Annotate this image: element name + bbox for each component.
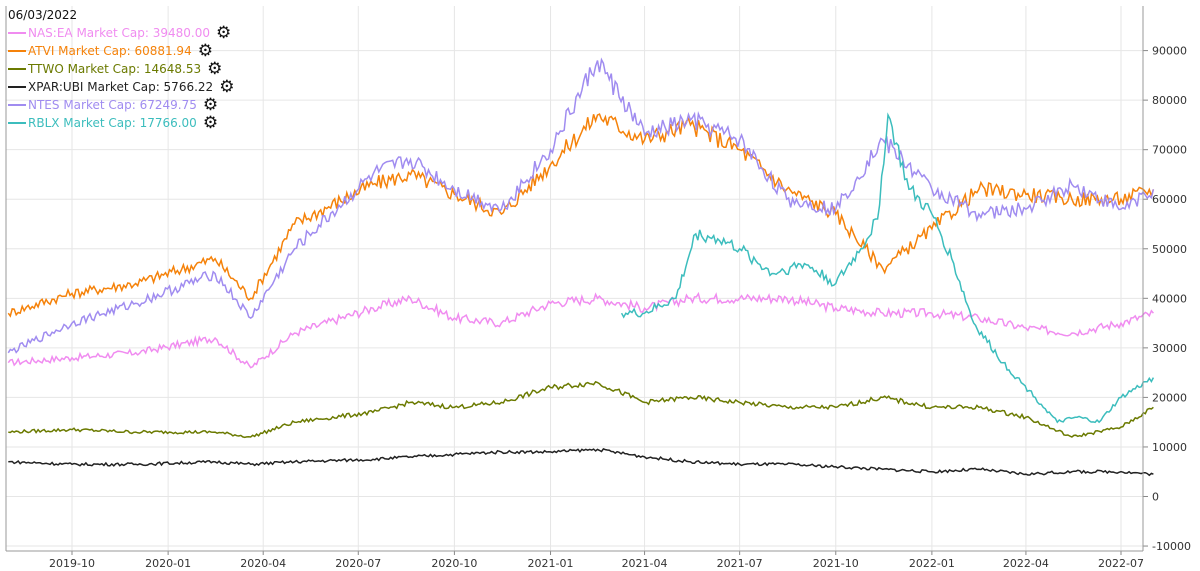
gear-icon[interactable]: ⚙ xyxy=(215,23,232,43)
y-tick-label: 50000 xyxy=(1152,243,1187,256)
legend-label: NTES Market Cap: 67249.75 xyxy=(28,98,197,112)
legend-label: TTWO Market Cap: 14648.53 xyxy=(28,62,202,76)
y-tick-label: 60000 xyxy=(1152,193,1187,206)
legend-item: ATVI Market Cap: 60881.94 ⚙ xyxy=(8,42,234,60)
x-tick-label: 2020-07 xyxy=(335,557,381,570)
x-tick-label: 2021-01 xyxy=(528,557,574,570)
y-tick-label: 80000 xyxy=(1152,94,1187,107)
legend-label: XPAR:UBI Market Cap: 5766.22 xyxy=(28,80,214,94)
gear-icon[interactable]: ⚙ xyxy=(219,77,235,97)
y-tick-label: 20000 xyxy=(1152,391,1187,404)
legend-swatch xyxy=(8,122,26,124)
legend-item: TTWO Market Cap: 14648.53 ⚙ xyxy=(8,60,234,78)
gear-icon[interactable]: ⚙ xyxy=(202,113,219,133)
y-tick-label: 30000 xyxy=(1152,342,1187,355)
legend-swatch xyxy=(8,104,26,106)
y-tick-label: 0 xyxy=(1152,491,1159,504)
legend-label: NAS:EA Market Cap: 39480.00 xyxy=(28,26,210,40)
y-tick-label: 70000 xyxy=(1152,144,1187,157)
legend-item: NTES Market Cap: 67249.75 ⚙ xyxy=(8,96,234,114)
series-line-rblx xyxy=(620,112,1155,424)
x-tick-label: 2022-01 xyxy=(909,557,955,570)
axes: -10000 0 10000 20000 30000 40000 50000 60000 700… xyxy=(5,6,1191,570)
x-tick-label: 2021-07 xyxy=(717,557,763,570)
legend-swatch xyxy=(8,86,26,88)
legend-swatch xyxy=(8,32,26,34)
gear-icon[interactable]: ⚙ xyxy=(207,59,223,79)
y-tick-label: 40000 xyxy=(1152,292,1187,305)
gear-icon[interactable]: ⚙ xyxy=(197,41,213,61)
gear-icon[interactable]: ⚙ xyxy=(202,95,219,115)
x-tick-label: 2022-07 xyxy=(1098,557,1144,570)
series-line-ttwo xyxy=(8,380,1154,439)
series-line-xpar-ubi xyxy=(8,448,1154,477)
y-tick-label: -10000 xyxy=(1152,540,1191,553)
series-line-nas-ea xyxy=(7,291,1154,369)
legend-label: ATVI Market Cap: 60881.94 xyxy=(28,44,192,58)
y-tick-label: 90000 xyxy=(1152,45,1187,58)
x-tick-label: 2021-04 xyxy=(622,557,668,570)
legend-swatch xyxy=(8,68,26,70)
legend-item: RBLX Market Cap: 17766.00 ⚙ xyxy=(8,114,234,132)
x-tick-label: 2021-10 xyxy=(813,557,859,570)
x-tick-label: 2022-04 xyxy=(1003,557,1049,570)
legend-date: 06/03/2022 xyxy=(8,8,78,22)
legend-swatch xyxy=(8,50,26,52)
legend-rows: NAS:EA Market Cap: 39480.00 ⚙ ATVI Market … xyxy=(8,24,234,132)
legend-item: NAS:EA Market Cap: 39480.00 ⚙ xyxy=(8,24,234,42)
legend: 06/03/2022 NAS:EA Market Cap: 39480.00 ⚙ A… xyxy=(8,6,234,132)
x-tick-label: 2020-04 xyxy=(240,557,286,570)
x-tick-label: 2020-10 xyxy=(431,557,477,570)
x-tick-label: 2019-10 xyxy=(49,557,95,570)
x-tick-label: 2020-01 xyxy=(145,557,191,570)
legend-label: RBLX Market Cap: 17766.00 xyxy=(28,116,197,130)
series-lines xyxy=(7,57,1155,477)
y-tick-label: 10000 xyxy=(1152,441,1187,454)
series-line-ntes xyxy=(7,57,1155,354)
legend-item: XPAR:UBI Market Cap: 5766.22 ⚙ xyxy=(8,78,234,96)
